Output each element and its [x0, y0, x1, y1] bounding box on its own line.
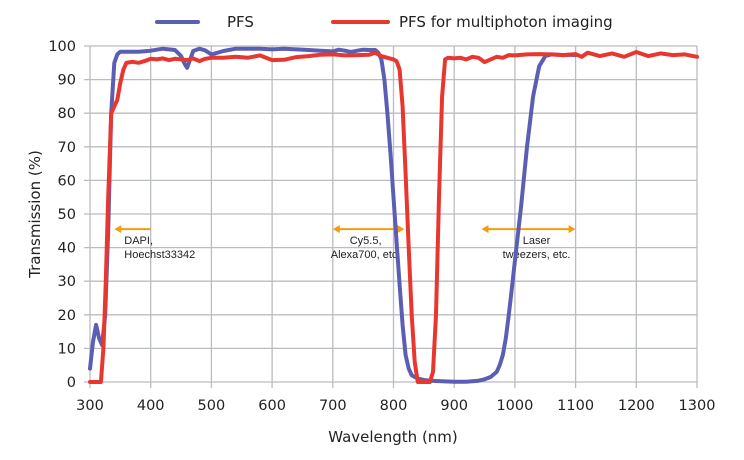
legend-label-pfs: PFS: [227, 13, 254, 31]
arrowhead-right-icon: [397, 225, 405, 234]
x-tick-label: 1300: [679, 398, 716, 414]
y-axis-title: Transmission (%): [26, 150, 44, 279]
y-tick-label: 40: [58, 241, 76, 257]
x-tick-label: 1000: [496, 398, 533, 414]
legend-label-pfs-multiphoton: PFS for multiphoton imaging: [399, 13, 613, 31]
y-tick-label: 70: [58, 140, 76, 156]
y-tick-label: 100: [48, 39, 76, 55]
x-tick-label: 300: [76, 398, 104, 414]
y-tick-label: 30: [58, 274, 76, 290]
arrowhead-left-icon: [481, 225, 489, 234]
arrowhead-right-icon: [568, 225, 576, 234]
legend: PFS PFS for multiphoton imaging: [155, 13, 613, 31]
y-tick-label: 80: [58, 106, 76, 122]
x-axis-ticks: 300 400 500 600 700 800 900 1000 1100 1200 1300: [76, 398, 715, 414]
annotation-label: Cy5.5,: [350, 235, 382, 247]
series-line-pfs-multiphoton: [88, 50, 699, 384]
x-tick-label: 700: [319, 398, 347, 414]
x-axis-title: Wavelength (nm): [328, 428, 458, 446]
x-tick-label: 900: [440, 398, 468, 414]
arrowhead-left-icon: [114, 225, 122, 234]
x-tick-label: 400: [137, 398, 165, 414]
y-tick-label: 10: [58, 341, 76, 357]
grid: [84, 45, 698, 388]
annotations: DAPI, Hoechst33342 Cy5.5, Alexa700, etc. Las…: [114, 225, 576, 261]
y-tick-label: 20: [58, 308, 76, 324]
annotation-label: DAPI,: [124, 235, 153, 247]
annotation-label: Laser: [523, 235, 551, 247]
x-tick-label: 1200: [618, 398, 655, 414]
x-tick-label: 500: [198, 398, 226, 414]
annotation-label: tweezers, etc.: [503, 249, 571, 261]
series-line-pfs: [88, 46, 578, 384]
arrowhead-left-icon: [332, 225, 340, 234]
series-lines: [88, 46, 699, 384]
y-axis-ticks: 0 10 20 30 40 50 60 70 80 90 100: [48, 39, 76, 391]
y-tick-label: 60: [58, 173, 76, 189]
x-tick-label: 600: [258, 398, 286, 414]
x-tick-label: 800: [380, 398, 408, 414]
y-tick-label: 50: [58, 207, 76, 223]
annotation-label: Hoechst33342: [124, 249, 195, 261]
x-tick-label: 1100: [557, 398, 594, 414]
y-tick-label: 90: [58, 73, 76, 89]
annotation-label: Alexa700, etc.: [331, 249, 401, 261]
y-tick-label: 0: [67, 375, 76, 391]
